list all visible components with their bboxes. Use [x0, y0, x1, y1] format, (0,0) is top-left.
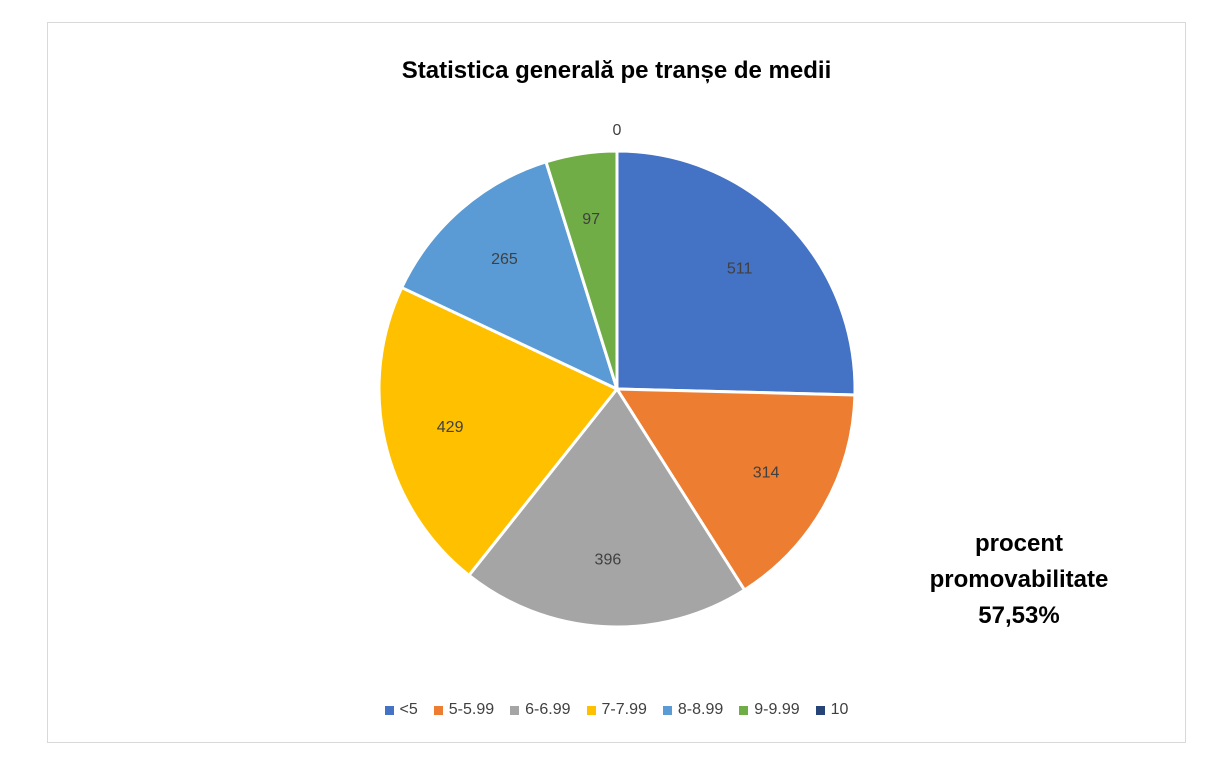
- data-label-10: 0: [613, 122, 622, 139]
- chart-frame: Statistica generală pe tranșe de medii 5…: [47, 22, 1186, 743]
- legend-item-10: 10: [815, 701, 849, 719]
- pie-slice-9-9-99: [544, 149, 619, 390]
- legend-swatch: [815, 705, 825, 715]
- legend-swatch: [384, 705, 394, 715]
- data-label-9-9-99: 97: [582, 211, 600, 228]
- pie-slice-6-6-99: [466, 386, 747, 629]
- legend-label: 10: [830, 701, 849, 718]
- legend-swatch: [662, 705, 672, 715]
- data-label-8-8-99: 265: [491, 251, 518, 268]
- legend-label: 6-6.99: [525, 701, 571, 718]
- legend-swatch: [510, 705, 520, 715]
- legend-item-6-6-99: 6-6.99: [510, 701, 571, 719]
- note-line-1: procent: [974, 530, 1063, 557]
- legend-item-lt5: <5: [384, 701, 418, 719]
- pie-slice-lt5: [615, 149, 857, 397]
- pie-slice-5-5-99: [614, 387, 857, 593]
- legend-swatch: [433, 705, 443, 715]
- legend-item-8-8-99: 8-8.99: [662, 701, 724, 719]
- legend-label: 8-8.99: [677, 701, 724, 718]
- data-label-7-7-99: 429: [437, 419, 464, 436]
- legend-item-5-5-99: 5-5.99: [433, 701, 495, 719]
- legend-label: <5: [399, 701, 418, 718]
- legend-swatch: [739, 705, 749, 715]
- pie-slice-7-7-99: [377, 285, 620, 578]
- note-line-3: 57,53%: [978, 602, 1060, 629]
- legend-item-7-7-99: 7-7.99: [586, 701, 647, 719]
- data-label-5-5-99: 314: [753, 465, 780, 482]
- chart-legend: <5 5-5.99 6-6.99 7-7.99 8-8.99 9-9.99 10: [48, 701, 1185, 719]
- promotion-rate-note: procent promovabilitate 57,53%: [904, 526, 1134, 634]
- pie-chart: 511 314 396 429 265 97 0: [377, 122, 857, 629]
- data-label-6-6-99: 396: [595, 551, 622, 568]
- legend-label: 5-5.99: [448, 701, 495, 718]
- data-label-lt5: 511: [727, 261, 753, 278]
- legend-label: 9-9.99: [754, 701, 800, 718]
- note-line-2: promovabilitate: [929, 566, 1109, 593]
- legend-label: 7-7.99: [601, 701, 647, 718]
- legend-item-9-9-99: 9-9.99: [739, 701, 800, 719]
- chart-title: Statistica generală pe tranșe de medii: [401, 57, 832, 84]
- legend-swatch: [586, 705, 596, 715]
